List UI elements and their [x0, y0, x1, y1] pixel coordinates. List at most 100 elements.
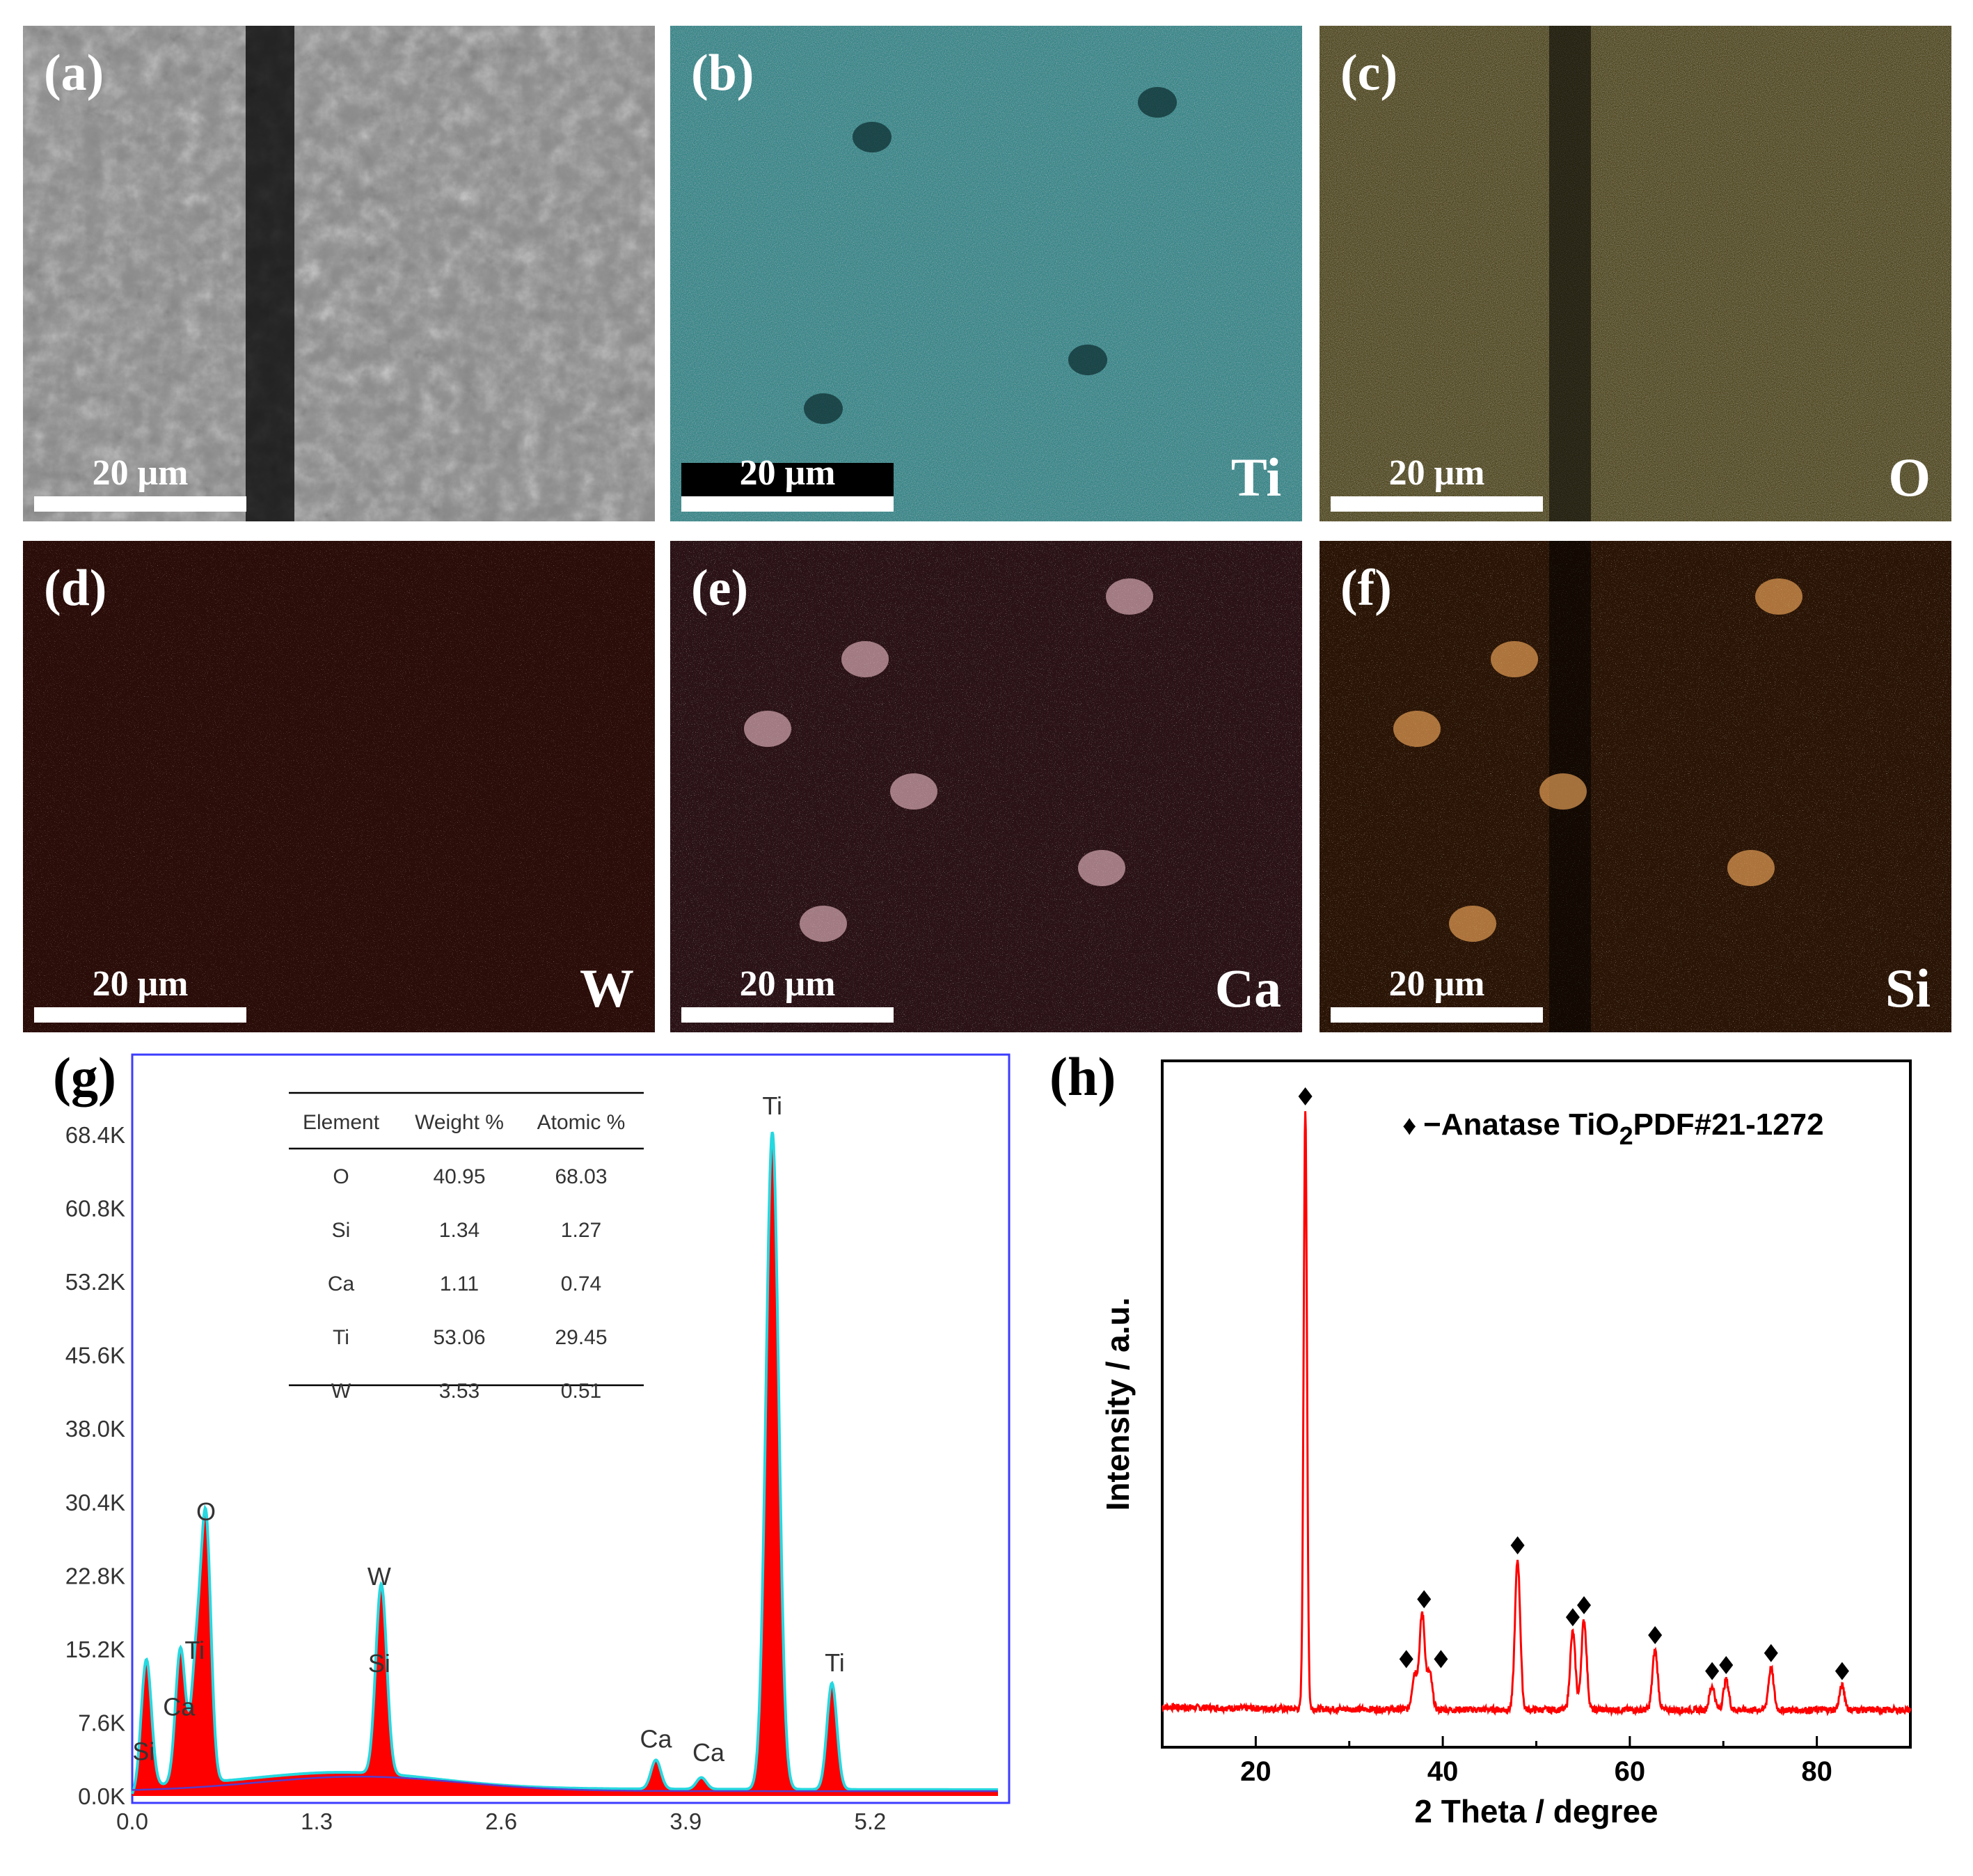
panel-label: (a) — [44, 45, 104, 102]
x-axis-label: 2 Theta / degree — [1414, 1793, 1658, 1829]
table-cell: 0.74 — [561, 1272, 601, 1295]
x-tick-label: 80 — [1801, 1756, 1832, 1787]
y-tick-label: 15.2K — [65, 1637, 125, 1662]
x-tick-label: 60 — [1615, 1756, 1646, 1787]
x-tick-label: 20 — [1240, 1756, 1271, 1787]
scale-bar-line — [1331, 1007, 1543, 1023]
table-cell: 1.34 — [439, 1219, 480, 1242]
element-label: W — [580, 958, 634, 1018]
eds-background-line — [132, 1775, 998, 1792]
panel-label: (d) — [44, 560, 107, 617]
eds-peak-label: Ca — [692, 1738, 725, 1767]
y-tick-label: 45.6K — [65, 1343, 125, 1369]
y-tick-label: 30.4K — [65, 1490, 125, 1515]
xrd-pattern-chart: 20 40 60 80 2 Theta / degree Intensity / a.u.… — [1100, 1059, 1912, 1829]
element-label: Ca — [1214, 958, 1281, 1018]
y-tick-label: 60.8K — [65, 1196, 125, 1222]
y-tick-label: 7.6K — [78, 1710, 125, 1735]
table-cell: W — [331, 1380, 351, 1403]
table-cell: 0.51 — [561, 1380, 601, 1403]
map-texture — [1320, 26, 1951, 521]
scale-bar-line — [1331, 496, 1543, 512]
element-label: Ti — [1230, 447, 1281, 507]
table-cell: 53.06 — [433, 1326, 485, 1349]
map-panel-c: (c) O 20 μm — [1320, 26, 1951, 521]
table-cell: O — [333, 1165, 349, 1188]
scale-bar-label: 20 μm — [1388, 964, 1485, 1004]
y-tick-label: 0.0K — [78, 1783, 125, 1809]
eds-peak-label: Ti — [825, 1648, 845, 1677]
anatase-marker — [1648, 1626, 1663, 1644]
legend-subscript: 2 — [1619, 1121, 1633, 1150]
table-cell: 29.45 — [555, 1326, 607, 1349]
map-texture — [1320, 541, 1951, 1032]
legend-text: −Anatase TiO2PDF#21-1272 — [1423, 1108, 1824, 1150]
y-tick-label: 22.8K — [65, 1563, 125, 1589]
eds-peak-label: Si — [368, 1649, 390, 1678]
panel-label: (b) — [691, 45, 754, 102]
x-tick-label: 0.0 — [116, 1808, 148, 1834]
anatase-marker — [1577, 1596, 1592, 1614]
x-tick-label: 40 — [1427, 1756, 1459, 1787]
map-texture — [23, 26, 655, 521]
map-texture — [670, 26, 1302, 521]
xrd-frame — [1161, 1059, 1912, 1749]
scale-bar-label: 20 μm — [92, 964, 189, 1004]
y-tick-label: 38.0K — [65, 1416, 125, 1442]
y-tick-label: 68.4K — [65, 1122, 125, 1148]
scale-bar-line — [34, 1007, 246, 1023]
map-panel-a: (a) 20 μm — [23, 26, 655, 521]
eds-peak-label: Ca — [163, 1693, 196, 1721]
x-tick-label: 1.3 — [301, 1808, 333, 1834]
eds-peak-label: Ti — [762, 1091, 782, 1120]
anatase-marker — [1510, 1536, 1525, 1554]
table-cell: Si — [332, 1219, 351, 1242]
table-cell: 1.11 — [440, 1272, 479, 1295]
eds-peak-label: Ca — [640, 1725, 673, 1753]
anatase-marker — [1764, 1644, 1778, 1662]
table-cell: 68.03 — [555, 1165, 607, 1188]
eds-peak-label: Ti — [184, 1636, 205, 1664]
scale-bar: 20 μm — [1331, 964, 1543, 1023]
anatase-marker — [1719, 1656, 1734, 1674]
element-label: Si — [1885, 958, 1931, 1018]
xrd-legend: ♦ −Anatase TiO2PDF#21-1272 — [1402, 1108, 1824, 1150]
x-tick-label: 3.9 — [669, 1808, 702, 1834]
scale-bar-label: 20 μm — [739, 453, 836, 493]
anatase-marker — [1417, 1590, 1432, 1609]
scale-bar: 20 μm — [34, 964, 246, 1023]
anatase-marker — [1399, 1650, 1413, 1669]
map-panel-d: (d) W 20 μm — [23, 541, 655, 1032]
map-texture — [23, 541, 655, 1032]
eds-fit-line — [131, 1131, 998, 1795]
panel-label-h: (h) — [1049, 1046, 1116, 1107]
table-header-cell: Element — [303, 1111, 380, 1134]
scale-bar-line — [681, 1007, 894, 1023]
table-header-cell: Weight % — [415, 1111, 504, 1134]
y-axis-label: Intensity / a.u. — [1100, 1298, 1136, 1511]
scale-bar-label: 20 μm — [92, 453, 189, 493]
scale-bar: 20 μm — [1331, 453, 1543, 512]
anatase-marker — [1298, 1087, 1313, 1105]
eds-peak-label: Si — [132, 1737, 154, 1766]
eds-peak-label: W — [367, 1562, 391, 1591]
scale-bar-line — [34, 496, 246, 512]
element-label: O — [1888, 447, 1931, 507]
table-cell: 1.27 — [561, 1219, 601, 1242]
table-cell: 40.95 — [433, 1165, 485, 1188]
panel-label-g: (g) — [53, 1046, 116, 1107]
map-panel-b: (b) Ti 20 μm — [670, 26, 1302, 521]
anatase-marker — [1434, 1650, 1448, 1669]
map-panel-e: (e) Ca 20 μm — [670, 541, 1302, 1032]
table-cell: Ca — [328, 1272, 355, 1295]
panel-label: (e) — [691, 560, 749, 617]
eds-spectrum-fill — [132, 1145, 998, 1796]
scale-bar: 20 μm — [681, 964, 894, 1023]
legend-text-main: −Anatase TiO — [1423, 1108, 1619, 1142]
eds-spectrum-chart: 0.0K 7.6K 15.2K 22.8K 30.4K 38.0K 45.6K 53.2K 60… — [65, 1053, 1011, 1834]
eds-peak-label: O — [196, 1497, 216, 1526]
scale-bar: 20 μm — [34, 453, 246, 512]
anatase-marker — [1565, 1608, 1580, 1627]
scale-bar-label: 20 μm — [1388, 453, 1485, 493]
x-tick-label: 5.2 — [855, 1808, 887, 1834]
